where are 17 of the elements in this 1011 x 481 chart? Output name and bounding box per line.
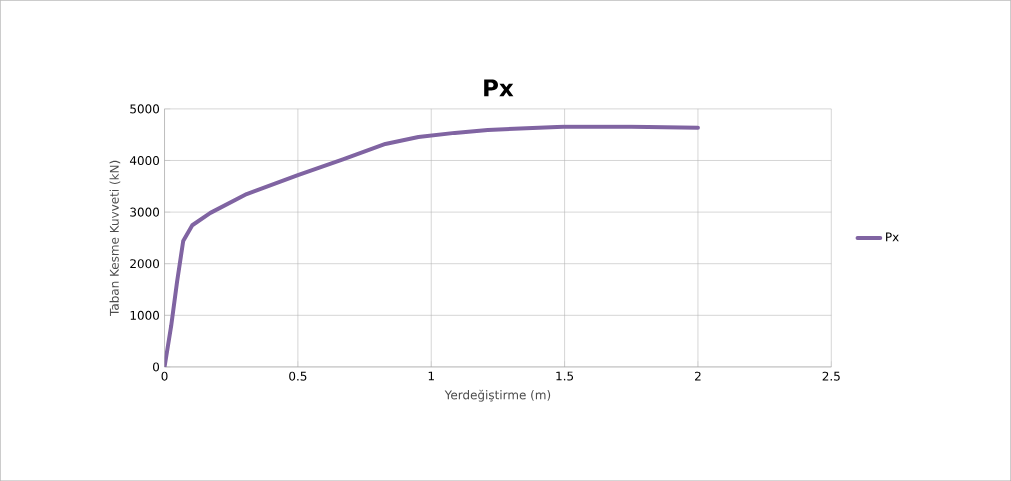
x-tick-label: 0 [161,371,168,381]
line-series [164,124,700,367]
y-tick-label: 2000 [130,259,160,269]
x-tick-label: 1 [428,371,434,381]
x-tick-label: 1.5 [556,371,574,381]
y-tick-label: 0 [153,362,160,372]
y-tick-label: 5000 [130,104,160,114]
chart-title: Px [484,79,514,97]
y-tick-label: 1000 [130,310,160,320]
legend-label: Px [886,232,899,242]
x-tick-label: 0.5 [289,371,307,381]
x-tick-label: 2.5 [822,371,840,381]
y-tick-label: 3000 [130,207,160,217]
x-tick-label: 2 [695,371,701,381]
y-tick-label: 4000 [129,155,160,165]
x-axis-title: Yerdeğiştirme (m) [444,389,551,402]
y-axis-title: Taban Kesme Kuvveti (kN) [109,160,121,316]
